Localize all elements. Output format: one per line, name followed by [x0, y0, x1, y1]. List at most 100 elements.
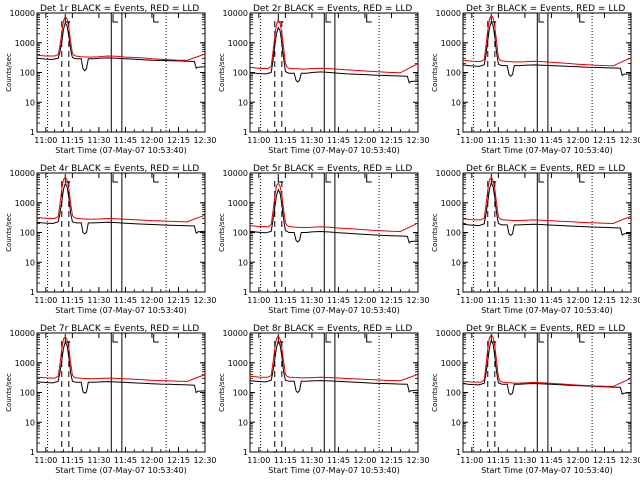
x-tick-label: 11:45 — [114, 456, 137, 465]
x-axis-label: Start Time (07-May-07 10:53:40) — [55, 466, 186, 475]
x-tick-label: 11:30 — [87, 456, 110, 465]
y-tick-label: 1000 — [441, 199, 461, 208]
x-tick-label: 12:15 — [167, 136, 190, 145]
x-tick-label: 11:30 — [300, 296, 323, 305]
y-tick-label: 10000 — [10, 329, 35, 338]
y-tick-label: 1 — [243, 128, 248, 137]
series-line — [462, 176, 632, 225]
chart-title: Det 3r BLACK = Events, RED = LLD — [466, 4, 625, 14]
x-tick-label: 11:15 — [61, 136, 84, 145]
y-axis-label: Counts/sec — [5, 53, 13, 92]
series-line — [36, 182, 206, 235]
y-tick-label: 1 — [456, 288, 461, 297]
chart-title: Det 4r BLACK = Events, RED = LLD — [40, 164, 199, 174]
x-tick-label: 11:45 — [327, 296, 350, 305]
y-axis-label: Counts/sec — [5, 373, 13, 412]
y-tick-label: 10 — [238, 418, 248, 427]
series-line — [249, 182, 419, 233]
series-line — [36, 21, 206, 72]
x-tick-label: 11:15 — [487, 136, 510, 145]
chart-title: Det 1r BLACK = Events, RED = LLD — [40, 4, 199, 14]
series-line — [249, 340, 419, 394]
y-tick-label: 1 — [456, 128, 461, 137]
y-tick-label: 10000 — [223, 169, 248, 178]
y-tick-label: 1000 — [228, 199, 248, 208]
chart-title: Det 8r BLACK = Events, RED = LLD — [253, 324, 412, 334]
x-tick-label: 11:45 — [540, 296, 563, 305]
x-tick-label: 11:00 — [247, 296, 270, 305]
x-tick-label: 11:30 — [513, 456, 536, 465]
y-tick-label: 10000 — [10, 169, 35, 178]
chart-title: Det 6r BLACK = Events, RED = LLD — [466, 164, 625, 174]
y-tick-label: 1 — [30, 448, 35, 457]
x-tick-label: 11:00 — [34, 136, 57, 145]
y-tick-label: 10000 — [223, 329, 248, 338]
chart-title: Det 5r BLACK = Events, RED = LLD — [253, 164, 412, 174]
x-tick-label: 11:45 — [540, 456, 563, 465]
x-tick-label: 11:30 — [87, 296, 110, 305]
flag-marker — [112, 174, 119, 183]
flag-marker — [325, 174, 332, 183]
x-tick-label: 12:30 — [406, 296, 429, 305]
y-tick-label: 1 — [30, 288, 35, 297]
y-tick-label: 1 — [456, 448, 461, 457]
series-line — [36, 335, 206, 382]
y-tick-label: 10 — [451, 98, 461, 107]
chart-panel: Det 8r BLACK = Events, RED = LLD 1 10 100 10… — [218, 324, 430, 475]
flag-marker — [153, 174, 159, 183]
x-tick-label: 12:30 — [406, 136, 429, 145]
series-line — [36, 340, 206, 394]
chart-panel: Det 4r BLACK = Events, RED = LLD 1 10 100 10… — [5, 164, 217, 315]
series-line — [36, 176, 206, 223]
y-tick-label: 100 — [20, 389, 35, 398]
x-tick-label: 12:00 — [353, 296, 376, 305]
series-line — [249, 26, 419, 84]
x-tick-label: 11:45 — [327, 456, 350, 465]
flag-marker — [325, 14, 332, 23]
y-tick-label: 1000 — [228, 359, 248, 368]
x-tick-label: 11:00 — [34, 296, 57, 305]
y-axis-label: Counts/sec — [218, 213, 226, 252]
x-tick-label: 12:15 — [380, 456, 403, 465]
x-axis-label: Start Time (07-May-07 10:53:40) — [55, 146, 186, 155]
x-axis-label: Start Time (07-May-07 10:53:40) — [481, 466, 612, 475]
flag-marker — [112, 334, 119, 343]
flag-marker — [579, 14, 585, 23]
y-tick-label: 1 — [30, 128, 35, 137]
x-tick-label: 12:15 — [380, 136, 403, 145]
y-tick-label: 100 — [20, 69, 35, 78]
y-axis-label: Counts/sec — [5, 213, 13, 252]
x-tick-label: 11:00 — [247, 136, 270, 145]
x-tick-label: 12:15 — [593, 296, 616, 305]
x-tick-label: 11:15 — [487, 296, 510, 305]
y-tick-label: 1000 — [441, 359, 461, 368]
x-tick-label: 12:00 — [140, 136, 163, 145]
x-tick-label: 11:00 — [460, 296, 483, 305]
flag-marker — [366, 174, 372, 183]
chart-panel: Det 6r BLACK = Events, RED = LLD 1 10 100 10… — [431, 164, 640, 315]
x-tick-label: 12:15 — [593, 456, 616, 465]
y-tick-label: 100 — [233, 389, 248, 398]
y-tick-label: 100 — [233, 69, 248, 78]
x-tick-label: 12:30 — [619, 456, 640, 465]
y-tick-label: 1000 — [15, 359, 35, 368]
y-axis-label: Counts/sec — [218, 373, 226, 412]
y-tick-label: 10000 — [10, 9, 35, 18]
chart-title: Det 9r BLACK = Events, RED = LLD — [466, 324, 625, 334]
flag-marker — [579, 174, 585, 183]
flag-marker — [366, 334, 372, 343]
x-tick-label: 12:15 — [167, 456, 190, 465]
x-axis-label: Start Time (07-May-07 10:53:40) — [268, 146, 399, 155]
series-line — [249, 188, 419, 244]
x-tick-label: 11:00 — [247, 456, 270, 465]
flag-marker — [277, 14, 284, 23]
chart-panel: Det 5r BLACK = Events, RED = LLD 1 10 100 10… — [218, 164, 430, 315]
x-tick-label: 11:15 — [487, 456, 510, 465]
x-tick-label: 11:15 — [61, 296, 84, 305]
x-tick-label: 12:30 — [193, 296, 216, 305]
chart-panel: Det 9r BLACK = Events, RED = LLD 1 10 100 10… — [431, 324, 640, 475]
y-axis-label: Counts/sec — [218, 53, 226, 92]
flag-marker — [538, 174, 545, 183]
x-tick-label: 12:00 — [566, 296, 589, 305]
